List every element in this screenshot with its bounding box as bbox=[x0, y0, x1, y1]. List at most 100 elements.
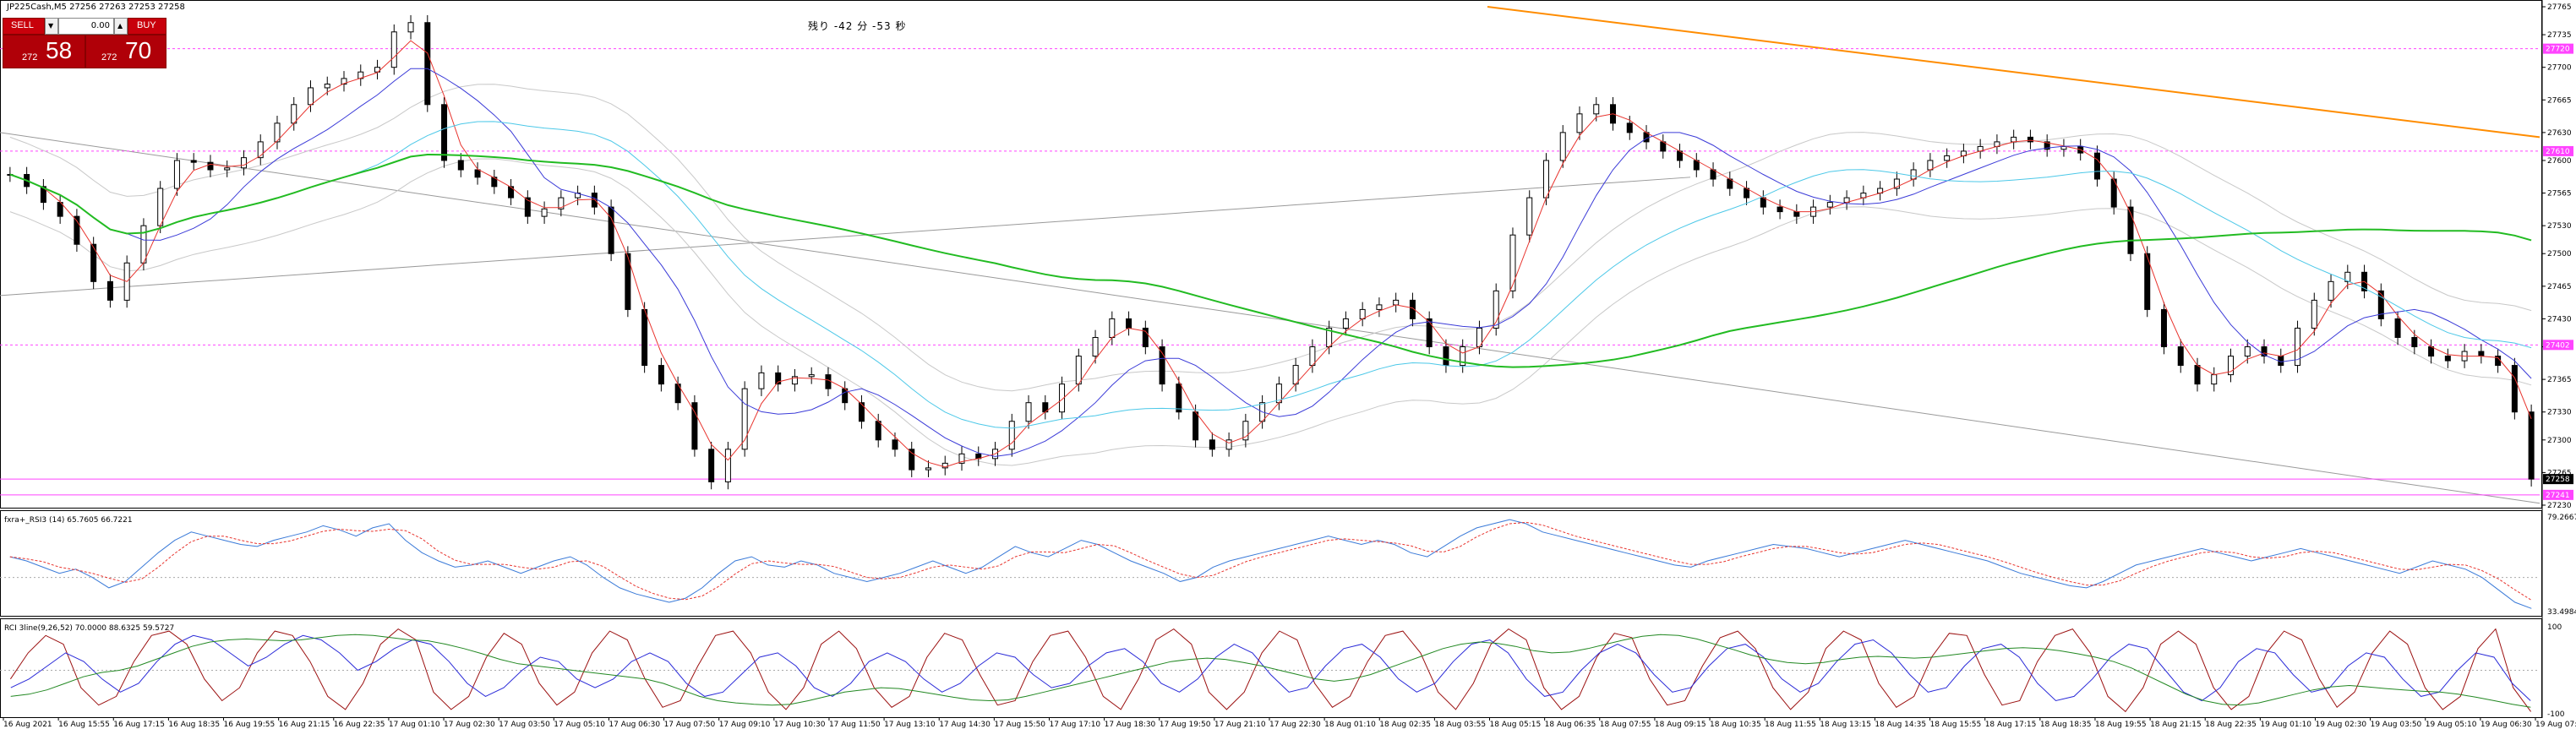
price-tag-label: 27610 bbox=[2546, 148, 2570, 156]
x-tick-label: 18 Aug 13:15 bbox=[1820, 721, 1871, 729]
x-tick-label: 17 Aug 03:50 bbox=[499, 721, 550, 729]
y-tick-label: 27530 bbox=[2547, 222, 2572, 231]
price-tag-box bbox=[2543, 474, 2573, 485]
candle-body bbox=[1342, 318, 1349, 329]
candle-body bbox=[390, 31, 397, 68]
rsi-signal-line bbox=[9, 521, 2532, 601]
sell-price-small: 272 bbox=[22, 52, 38, 63]
candle-body bbox=[1092, 336, 1099, 357]
candle-body bbox=[558, 197, 565, 209]
x-tick-label: 18 Aug 02:35 bbox=[1379, 721, 1431, 729]
candle-body bbox=[2411, 336, 2418, 348]
candle-body bbox=[2261, 346, 2268, 357]
candle-body bbox=[224, 167, 231, 171]
candle-body bbox=[1025, 402, 1032, 422]
candle-body bbox=[1225, 439, 1232, 450]
chevron-up-icon: ▲ bbox=[117, 22, 123, 30]
candle-body bbox=[791, 376, 798, 385]
candle-body bbox=[2027, 136, 2033, 143]
x-tick-label: 16 Aug 18:35 bbox=[168, 721, 220, 729]
y-tick-label: 27365 bbox=[2547, 376, 2572, 384]
candle-body bbox=[157, 188, 164, 226]
x-tick-label: 18 Aug 09:15 bbox=[1655, 721, 1706, 729]
candle-body bbox=[1542, 160, 1549, 199]
candle-body bbox=[625, 253, 631, 310]
x-tick-label: 16 Aug 17:15 bbox=[113, 721, 165, 729]
candle-body bbox=[1927, 160, 1934, 171]
candle-body bbox=[2311, 299, 2317, 329]
price-tag-box bbox=[2543, 489, 2573, 500]
candle-body bbox=[2377, 290, 2384, 319]
x-tick-label: 17 Aug 02:30 bbox=[444, 721, 495, 729]
x-tick-label: 17 Aug 14:30 bbox=[939, 721, 991, 729]
candle-body bbox=[1944, 155, 1951, 161]
candle-body bbox=[291, 104, 297, 124]
sell-price-box[interactable]: 272 58 bbox=[3, 35, 85, 68]
candle-body bbox=[2060, 145, 2067, 150]
candle-body bbox=[641, 308, 648, 367]
x-tick-label: 17 Aug 21:10 bbox=[1214, 721, 1266, 729]
y-tick-label: 27465 bbox=[2547, 283, 2572, 291]
x-tick-label: 17 Aug 22:30 bbox=[1269, 721, 1321, 729]
rsi-panel-frame bbox=[0, 510, 2542, 617]
candle-body bbox=[2011, 136, 2017, 143]
x-tick-label: 18 Aug 03:55 bbox=[1434, 721, 1486, 729]
candle-body bbox=[1359, 308, 1366, 319]
candle-body bbox=[1008, 421, 1015, 450]
sell-button[interactable]: SELL bbox=[3, 18, 45, 35]
y-tick-label: 27765 bbox=[2547, 3, 2572, 12]
y-tick-label: 27700 bbox=[2547, 64, 2572, 73]
candle-body bbox=[875, 421, 881, 441]
candle-body bbox=[2093, 152, 2100, 180]
chevron-down-icon: ▼ bbox=[48, 22, 54, 30]
candle-body bbox=[892, 439, 898, 450]
candle-body bbox=[2478, 351, 2485, 357]
x-tick-label: 16 Aug 2021 bbox=[3, 721, 52, 729]
candle-body bbox=[1443, 346, 1449, 367]
ma-mid-line bbox=[9, 68, 2532, 457]
candle-body bbox=[207, 161, 214, 171]
axes: 27765 27735 27700 27665 27630 27600 27565 27530… bbox=[3, 0, 2576, 729]
ma-fast-line bbox=[9, 40, 2532, 468]
x-tick-label: 18 Aug 18:35 bbox=[2040, 721, 2092, 729]
x-tick-label: 17 Aug 11:50 bbox=[829, 721, 881, 729]
x-tick-label: 18 Aug 05:15 bbox=[1490, 721, 1542, 729]
candle-body bbox=[1242, 421, 1249, 441]
candle-body bbox=[1309, 346, 1316, 367]
lot-input[interactable]: 0.00 bbox=[58, 18, 114, 35]
trendline-orange bbox=[1487, 6, 2541, 139]
rci-panel: RCI 3line(9,26,52) 70.0000 88.6325 59.57… bbox=[0, 624, 2540, 713]
lot-stepper-button[interactable]: ▲ bbox=[114, 18, 128, 35]
candle-body bbox=[741, 388, 748, 450]
x-tick-label: 17 Aug 18:30 bbox=[1105, 721, 1156, 729]
price-tag-label: 27258 bbox=[2546, 476, 2570, 484]
candle-body bbox=[2144, 253, 2151, 310]
candle-body bbox=[958, 453, 965, 464]
candle-body bbox=[2528, 411, 2535, 480]
buy-price-box[interactable]: 272 70 bbox=[85, 35, 166, 68]
candle-body bbox=[2511, 365, 2518, 413]
candle-body bbox=[2211, 374, 2218, 385]
candle-body bbox=[140, 225, 147, 264]
x-tick-label: 18 Aug 14:35 bbox=[1875, 721, 1926, 729]
candle-body bbox=[1176, 384, 1182, 413]
candle-body bbox=[457, 160, 464, 171]
x-tick-label: 17 Aug 10:30 bbox=[774, 721, 826, 729]
x-tick-label: 16 Aug 19:55 bbox=[224, 721, 276, 729]
x-tick-label: 18 Aug 15:55 bbox=[1930, 721, 1982, 729]
candle-body bbox=[2244, 346, 2251, 357]
price-tag-label: 27720 bbox=[2546, 46, 2570, 54]
x-tick-label: 16 Aug 21:15 bbox=[279, 721, 330, 729]
candle-body bbox=[324, 84, 330, 89]
candle-body bbox=[1826, 202, 1833, 208]
candle-body bbox=[1376, 304, 1383, 310]
candle-body bbox=[40, 186, 46, 204]
lot-dropdown-button[interactable]: ▼ bbox=[45, 18, 58, 35]
buy-label: BUY bbox=[137, 20, 156, 30]
y-tick-label: 27265 bbox=[2547, 469, 2572, 477]
buy-button[interactable]: BUY bbox=[128, 18, 166, 35]
main-panel-frame bbox=[0, 0, 2542, 509]
candle-body bbox=[173, 160, 180, 189]
x-tick-label: 17 Aug 09:10 bbox=[719, 721, 771, 729]
